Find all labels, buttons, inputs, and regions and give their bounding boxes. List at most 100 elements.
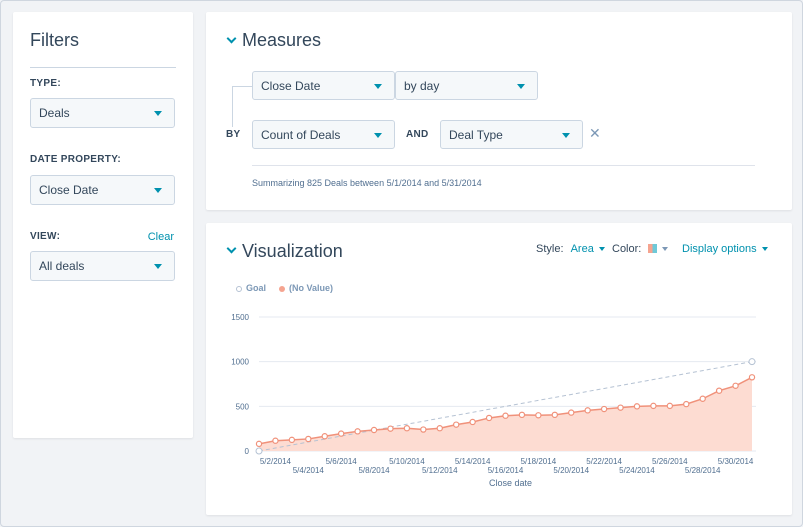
x-tick-label: 5/6/2014: [326, 457, 358, 466]
granularity-value: by day: [404, 78, 440, 93]
breakdown-dropdown[interactable]: Deal Type: [440, 120, 583, 149]
goal-point: [255, 447, 263, 455]
no-value-legend-dot-icon: [279, 285, 285, 292]
chevron-down-icon: [761, 247, 768, 252]
data-point: [551, 411, 558, 419]
chevron-down-icon: [154, 264, 162, 269]
data-point: [683, 400, 690, 408]
color-swatch-icon[interactable]: [648, 244, 658, 253]
chevron-down-icon: [662, 247, 669, 252]
color-label: Color:: [612, 243, 642, 255]
x-tick-label: 5/18/2014: [521, 457, 557, 466]
x-tick-label: 5/16/2014: [488, 466, 524, 475]
y-tick-label: 0: [245, 447, 250, 456]
display-options-link[interactable]: Display options: [682, 243, 757, 255]
by-label: BY: [226, 129, 241, 140]
filters-divider: [30, 67, 176, 68]
color-control[interactable]: Color:: [612, 243, 669, 255]
data-point: [584, 407, 591, 414]
style-label: Style:: [536, 243, 564, 255]
collapse-chevron-icon[interactable]: [226, 33, 237, 44]
data-point: [568, 409, 575, 416]
x-axis-title: Close date: [489, 478, 532, 488]
view-dropdown[interactable]: All deals: [30, 251, 175, 281]
data-point: [272, 437, 279, 444]
style-control[interactable]: Style: Area: [536, 243, 605, 255]
metric-value: Count of Deals: [261, 127, 341, 142]
x-tick-label: 5/22/2014: [586, 457, 622, 466]
legend-goal[interactable]: Goal: [236, 283, 266, 293]
goal-legend-dot-icon: [236, 285, 242, 292]
date-property-label: DATE PROPERTY:: [30, 154, 122, 165]
breakdown-value: Deal Type: [449, 127, 503, 142]
filters-panel: Filters TYPE: Deals DATE PROPERTY: Close…: [13, 12, 193, 438]
data-point: [387, 425, 394, 432]
x-tick-label: 5/2/2014: [260, 457, 292, 466]
data-point: [535, 412, 542, 419]
filters-title: Filters: [30, 30, 79, 50]
data-point: [370, 426, 378, 434]
chevron-down-icon: [154, 188, 162, 193]
view-dropdown-value: All deals: [39, 259, 85, 273]
x-tick-label: 5/26/2014: [652, 457, 688, 466]
chevron-down-icon: [517, 83, 525, 89]
measures-panel: Measures Close Date by day BY Count of D…: [206, 12, 792, 210]
remove-breakdown-close-icon[interactable]: ✕: [589, 125, 601, 141]
y-tick-label: 500: [236, 402, 250, 411]
type-label: TYPE:: [30, 78, 61, 89]
date-field-value: Close Date: [261, 78, 321, 93]
date-property-dropdown[interactable]: Close Date: [30, 175, 175, 205]
type-dropdown[interactable]: Deals: [30, 98, 175, 128]
goal-point: [748, 358, 756, 366]
y-tick-label: 1000: [231, 358, 249, 367]
data-point: [452, 421, 460, 428]
date-field-dropdown[interactable]: Close Date: [252, 71, 395, 100]
legend-no-value[interactable]: (No Value): [279, 283, 333, 293]
data-point: [321, 433, 328, 440]
x-tick-label: 5/12/2014: [422, 466, 458, 475]
x-tick-label: 5/20/2014: [553, 466, 589, 475]
granularity-dropdown[interactable]: by day: [395, 71, 538, 100]
view-clear-link[interactable]: Clear: [147, 231, 174, 243]
style-value[interactable]: Area: [570, 243, 594, 255]
visualization-title: Visualization: [242, 241, 343, 261]
date-property-value: Close Date: [39, 183, 99, 197]
display-options-control[interactable]: Display options: [682, 243, 768, 255]
x-tick-label: 5/14/2014: [455, 457, 491, 466]
x-tick-label: 5/24/2014: [619, 466, 655, 475]
no-value-area: [259, 377, 752, 451]
data-point: [288, 436, 296, 444]
data-point: [518, 411, 526, 419]
x-tick-label: 5/8/2014: [358, 466, 390, 475]
chevron-down-icon: [154, 111, 162, 116]
view-label: VIEW:: [30, 231, 61, 242]
x-tick-label: 5/28/2014: [685, 466, 721, 475]
metric-dropdown[interactable]: Count of Deals: [252, 120, 395, 149]
x-tick-label: 5/10/2014: [389, 457, 425, 466]
data-point: [305, 435, 312, 443]
measures-divider: [252, 165, 755, 166]
data-point: [650, 402, 657, 410]
by-connector-line: [232, 86, 252, 127]
data-point: [502, 412, 509, 419]
data-point: [337, 430, 345, 437]
data-point: [699, 395, 706, 402]
data-point: [354, 428, 361, 435]
x-tick-label: 5/4/2014: [293, 466, 325, 475]
measures-title: Measures: [242, 30, 322, 50]
data-point: [469, 418, 476, 426]
chevron-down-icon: [374, 83, 382, 89]
data-point: [485, 414, 493, 422]
data-point: [617, 404, 624, 411]
data-point: [633, 403, 641, 410]
type-dropdown-value: Deals: [39, 106, 70, 120]
chevron-down-icon: [562, 132, 570, 138]
and-label: AND: [406, 129, 429, 140]
legend-no-value-label: (No Value): [289, 283, 334, 293]
chevron-down-icon: [374, 132, 382, 138]
visualization-panel: Visualization Style: Area Color: Display…: [206, 223, 792, 515]
data-point: [600, 405, 608, 413]
data-point: [748, 374, 756, 381]
data-point: [666, 402, 674, 410]
